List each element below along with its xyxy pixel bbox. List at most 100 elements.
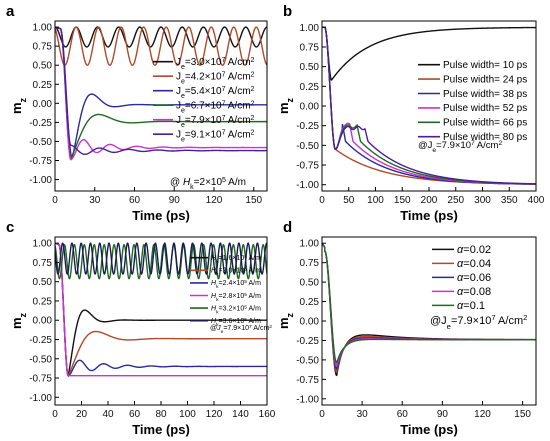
y-tick-label: 0.00 [33, 316, 53, 327]
panel-d: 0 30 60 90 120 150 1.00 0.75 0.50 0.25 0.00 -0.25 -0… [276, 219, 537, 437]
y-tick-label: 0.25 [300, 82, 320, 93]
x-tick-label: 60 [397, 409, 409, 420]
x-tick-label: 40 [102, 409, 114, 420]
series-line [322, 242, 536, 374]
y-axis-label: mz [276, 97, 295, 114]
y-axis-label: mz [276, 312, 295, 329]
series-line [322, 242, 536, 370]
x-tick-label: 60 [129, 409, 141, 420]
x-tick-label: 0 [52, 195, 58, 206]
legend: Hk=1.6×105 A/mHk=2.0×105 A/m Hk=2.4×105 A… [190, 254, 261, 328]
series-line [322, 26, 536, 185]
x-tick-label: 250 [447, 195, 464, 206]
y-tick-label: 0.50 [33, 277, 53, 288]
x-axis-label: Time (ps) [132, 208, 190, 223]
y-tick-label: -0.75 [296, 161, 319, 172]
y-tick-label: 0.25 [33, 80, 53, 91]
plot-frame [54, 20, 268, 192]
panel-label: d [283, 219, 292, 236]
panel-label: a [6, 3, 15, 20]
x-tick-label: 160 [259, 409, 276, 420]
series-line [55, 26, 267, 66]
x-tick-label: 140 [232, 409, 249, 420]
legend: Pulse width= 10 ps Pulse width= 24 ps Puls… [418, 60, 527, 143]
x-tick-label: 90 [437, 409, 449, 420]
x-axis-label: Time (ps) [400, 208, 458, 223]
x-tick-label: 200 [421, 195, 438, 206]
series-line [55, 26, 267, 161]
series-line [55, 242, 267, 378]
y-tick-label: 1.00 [33, 239, 53, 250]
x-tick-label: 0 [319, 195, 325, 206]
legend: α=0.02 α=0.04 α=0.06 α=0.08 α=0.1 [432, 244, 491, 312]
legend-entry: α=0.06 [457, 272, 491, 284]
x-tick-label: 50 [343, 195, 355, 206]
y-tick-label: 1.00 [33, 23, 53, 34]
legend-entry: Hk=2.0×105 A/m [211, 266, 261, 277]
x-tick-label: 100 [179, 409, 196, 420]
y-tick-label: -1.00 [296, 180, 319, 191]
x-tick-label: 150 [514, 409, 531, 420]
x-tick-label: 150 [394, 195, 411, 206]
x-tick-label: 120 [474, 409, 491, 420]
annotation: @ Hk=2×105 A/m [170, 177, 246, 191]
legend-entry: Hk=1.6×105 A/m [211, 254, 261, 265]
y-tick-label: 0.00 [300, 102, 320, 113]
y-tick-label: 0.50 [33, 61, 53, 72]
y-tick-label: -1.00 [29, 393, 52, 404]
panel-label: c [6, 219, 14, 236]
y-axis-label: mz [9, 97, 28, 114]
y-tick-label: 1.00 [300, 23, 320, 34]
panel-c: 0 20 40 60 80 100 120 140 160 1.00 0.75 0.50 0.25 0.0… [6, 219, 276, 437]
panel-label: b [283, 3, 292, 20]
y-tick-label: -0.50 [29, 354, 52, 365]
legend-entry: Hk=2.8×105 A/m [211, 291, 261, 302]
y-tick-label: -0.25 [296, 336, 319, 347]
series-line [55, 242, 267, 377]
annotation: @Je=7.9×107 A/cm2 [430, 313, 527, 331]
y-tick-label: 0.50 [300, 278, 320, 289]
legend-entry: Hk=3.6×105 A/m [211, 317, 261, 328]
x-tick-label: 20 [76, 409, 88, 420]
legend-entry: Hk=2.4×105 A/m [211, 279, 261, 290]
series-line [55, 242, 267, 377]
y-tick-label: -0.75 [29, 374, 52, 385]
x-tick-label: 80 [155, 409, 167, 420]
y-tick-label: -0.25 [29, 118, 52, 129]
y-tick-label: 0.75 [300, 42, 320, 53]
y-tick-label: -0.75 [29, 156, 52, 167]
legend-entry: Je=6.7×107 A/cm2 [176, 100, 255, 114]
legend-entry: Je=7.9×107 A/cm2 [176, 115, 255, 129]
x-axis-label: Time (ps) [400, 422, 458, 437]
y-tick-label: -0.50 [29, 137, 52, 148]
legend-entry: Je=4.2×107 A/cm2 [176, 71, 255, 85]
series-line [322, 26, 536, 81]
series-line [55, 242, 267, 377]
series-line [55, 26, 267, 48]
legend-entry: Hk=3.2×105 A/m [211, 304, 261, 315]
series-line [322, 242, 536, 367]
x-tick-label: 100 [367, 195, 384, 206]
panel-a: 0 30 60 90 120 150 1.00 0.75 0.50 0.25 0.00 -0.25 -0… [6, 3, 268, 223]
legend-entry: α=0.02 [457, 244, 491, 256]
legend-entry: Pulse width= 38 ps [443, 89, 527, 100]
legend-entry: Je=3.0×107 A/cm2 [176, 57, 255, 71]
series-line [322, 242, 536, 377]
y-tick-label: -1.00 [29, 175, 52, 186]
y-tick-label: -0.50 [296, 355, 319, 366]
x-tick-label: 0 [319, 409, 325, 420]
x-tick-label: 120 [206, 409, 223, 420]
series-line [55, 26, 267, 156]
x-tick-label: 30 [357, 409, 369, 420]
y-tick-label: -0.50 [296, 141, 319, 152]
y-tick-label: 0.25 [33, 296, 53, 307]
y-tick-label: -0.25 [29, 335, 52, 346]
y-tick-label: 0.75 [33, 258, 53, 269]
legend-entry: Pulse width= 66 ps [443, 118, 527, 129]
y-tick-label: -0.25 [296, 121, 319, 132]
x-axis-label: Time (ps) [132, 422, 190, 437]
y-tick-label: -1.00 [296, 394, 319, 405]
y-tick-label: 0.75 [33, 42, 53, 53]
